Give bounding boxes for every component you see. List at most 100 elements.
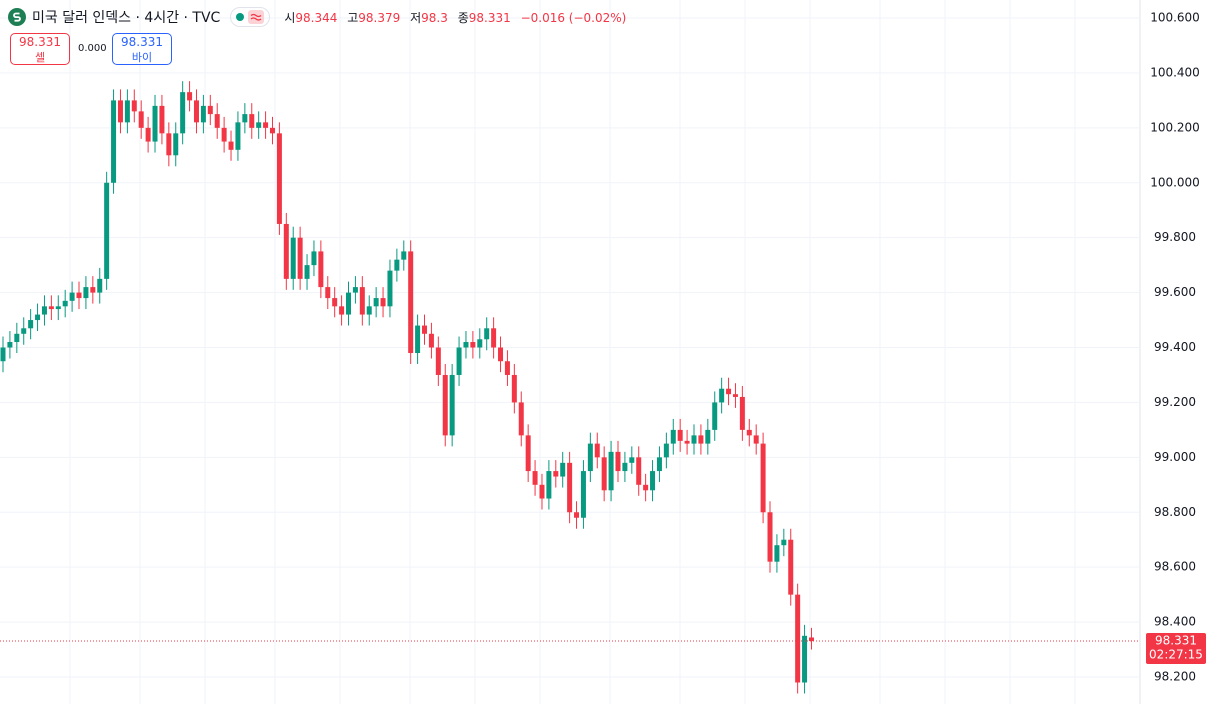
change: −0.016 (−0.02%) bbox=[520, 10, 627, 25]
countdown-label: 02:27:15 bbox=[1149, 648, 1203, 662]
candle-body bbox=[339, 306, 345, 315]
candle-body bbox=[587, 443, 593, 472]
candle-body bbox=[456, 347, 462, 375]
candle-body bbox=[41, 306, 47, 315]
candle-body bbox=[594, 443, 600, 458]
candle-body bbox=[124, 100, 130, 123]
sell-label: 셀 bbox=[34, 51, 46, 64]
candle-body bbox=[76, 292, 82, 299]
candle-body bbox=[525, 435, 531, 472]
candle-body bbox=[187, 92, 193, 101]
high-value: 98.379 bbox=[358, 10, 401, 25]
candle-body bbox=[470, 342, 476, 348]
candle-body bbox=[677, 429, 683, 441]
candle-body bbox=[788, 539, 794, 595]
candle-body bbox=[276, 133, 282, 224]
candle-body bbox=[477, 339, 483, 348]
candle-body bbox=[145, 127, 151, 142]
candle-body bbox=[394, 259, 400, 271]
candle-body bbox=[159, 105, 165, 134]
candle-body bbox=[228, 141, 234, 150]
candle-body bbox=[719, 388, 725, 403]
candle-body bbox=[325, 287, 331, 299]
candle-body bbox=[560, 462, 566, 477]
candle-body bbox=[622, 462, 628, 472]
candle-body bbox=[283, 223, 289, 279]
candle-body bbox=[428, 333, 434, 348]
candle-body bbox=[705, 429, 711, 444]
status-pill[interactable] bbox=[230, 7, 271, 27]
candle-body bbox=[138, 111, 144, 128]
candle-body bbox=[263, 122, 269, 128]
candle-body bbox=[97, 278, 103, 293]
buy-button[interactable]: 98.331 바이 bbox=[112, 33, 172, 65]
symbol-icon bbox=[8, 8, 26, 26]
y-tick-label: 100.000 bbox=[1150, 175, 1200, 189]
candle-body bbox=[580, 471, 586, 518]
candle-body bbox=[532, 471, 538, 485]
candle-body bbox=[546, 471, 552, 499]
candle-body bbox=[491, 328, 497, 348]
candle-body bbox=[173, 133, 179, 156]
candle-body bbox=[332, 298, 338, 307]
symbol-title: 미국 달러 인덱스 · 4시간 · TVC bbox=[32, 10, 221, 26]
candle-body bbox=[297, 237, 303, 279]
candle-body bbox=[442, 374, 448, 436]
y-tick-label: 100.400 bbox=[1150, 65, 1200, 79]
candle-body bbox=[380, 298, 386, 307]
low-value: 98.3 bbox=[421, 10, 448, 25]
last-price-label: 98.331 bbox=[1155, 634, 1197, 648]
candle-body bbox=[760, 443, 766, 513]
candle-body bbox=[732, 394, 738, 397]
candle-body bbox=[131, 100, 137, 112]
candle-body bbox=[663, 443, 669, 458]
candle-body bbox=[802, 635, 808, 683]
candle-body bbox=[504, 361, 510, 375]
candle-body bbox=[684, 440, 690, 444]
candle-body bbox=[511, 374, 517, 403]
candle-body bbox=[746, 429, 752, 436]
candle-body bbox=[200, 105, 206, 123]
y-tick-label: 98.800 bbox=[1154, 505, 1196, 519]
candle-body bbox=[636, 457, 642, 485]
y-tick-label: 98.200 bbox=[1154, 670, 1196, 684]
candle-body bbox=[21, 328, 27, 334]
candle-body bbox=[269, 127, 275, 134]
candle-body bbox=[90, 287, 96, 293]
candle-body bbox=[318, 251, 324, 288]
y-tick-label: 100.200 bbox=[1150, 120, 1200, 134]
candle-body bbox=[207, 105, 213, 115]
sell-button[interactable]: 98.331 셀 bbox=[10, 33, 70, 65]
candle-body bbox=[62, 300, 68, 307]
candle-body bbox=[111, 100, 117, 183]
candle-body bbox=[373, 298, 379, 307]
candle-body bbox=[401, 251, 407, 260]
candle-body bbox=[235, 122, 241, 150]
candle-body bbox=[767, 512, 773, 562]
candle-body bbox=[463, 342, 469, 348]
candle-body bbox=[366, 306, 372, 315]
candle-body bbox=[422, 325, 428, 334]
y-tick-label: 98.400 bbox=[1154, 615, 1196, 629]
candle-body bbox=[650, 471, 656, 491]
candle-body bbox=[166, 133, 172, 156]
spread: 0.000 bbox=[78, 43, 107, 54]
y-tick-label: 100.600 bbox=[1150, 11, 1200, 25]
candle-body bbox=[408, 251, 414, 354]
y-tick-label: 99.400 bbox=[1154, 340, 1196, 354]
candle-body bbox=[152, 105, 158, 142]
candle-body bbox=[601, 457, 607, 491]
candle-body bbox=[387, 270, 393, 307]
candle-body bbox=[567, 462, 573, 513]
candle-body bbox=[629, 457, 635, 463]
candle-body bbox=[48, 306, 54, 310]
candle-body bbox=[0, 347, 6, 362]
high-label: 고 bbox=[347, 10, 359, 25]
close-label: 종 bbox=[457, 10, 469, 25]
candle-body bbox=[739, 396, 745, 430]
candle-body bbox=[753, 435, 759, 444]
candle-body bbox=[83, 287, 89, 299]
candle-body bbox=[484, 328, 490, 340]
